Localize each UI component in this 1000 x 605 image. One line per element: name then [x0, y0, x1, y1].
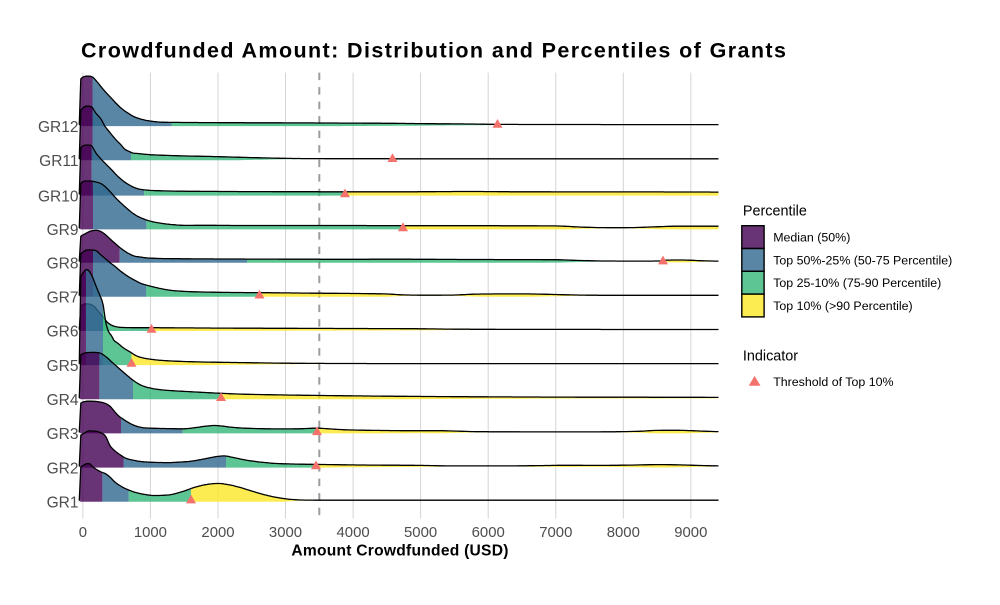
svg-text:5000: 5000: [404, 525, 437, 541]
svg-text:GR5: GR5: [47, 358, 79, 375]
svg-text:GR8: GR8: [47, 255, 79, 272]
svg-text:Top 10% (>90 Percentile): Top 10% (>90 Percentile): [773, 299, 912, 313]
svg-text:GR1: GR1: [47, 494, 79, 511]
svg-text:Median (50%): Median (50%): [773, 231, 850, 245]
svg-text:GR3: GR3: [47, 426, 79, 443]
svg-text:GR4: GR4: [47, 392, 79, 409]
svg-text:GR12: GR12: [38, 119, 79, 136]
svg-text:8000: 8000: [607, 525, 640, 541]
svg-text:1000: 1000: [134, 525, 167, 541]
svg-text:Crowdfunded Amount: Distributi: Crowdfunded Amount: Distribution and Per…: [81, 39, 787, 63]
svg-text:7000: 7000: [539, 525, 572, 541]
svg-text:Amount Crowdfunded (USD): Amount Crowdfunded (USD): [291, 543, 508, 560]
svg-text:GR7: GR7: [47, 290, 79, 307]
svg-text:GR2: GR2: [47, 460, 79, 477]
svg-text:Percentile: Percentile: [743, 204, 807, 220]
svg-text:Top 50%-25% (50-75 Percentile): Top 50%-25% (50-75 Percentile): [773, 253, 952, 267]
svg-text:0: 0: [79, 525, 87, 541]
svg-text:Top 25-10% (75-90 Percentile): Top 25-10% (75-90 Percentile): [773, 276, 941, 290]
svg-text:6000: 6000: [472, 525, 505, 541]
svg-text:2000: 2000: [201, 525, 234, 541]
svg-text:GR10: GR10: [38, 188, 79, 205]
svg-text:4000: 4000: [337, 525, 370, 541]
svg-text:3000: 3000: [269, 525, 302, 541]
svg-text:GR6: GR6: [47, 324, 79, 341]
svg-text:9000: 9000: [674, 525, 707, 541]
svg-text:Threshold of Top 10%: Threshold of Top 10%: [773, 375, 893, 389]
svg-text:GR11: GR11: [39, 153, 78, 170]
svg-text:Indicator: Indicator: [743, 349, 798, 365]
svg-text:GR9: GR9: [47, 222, 79, 239]
